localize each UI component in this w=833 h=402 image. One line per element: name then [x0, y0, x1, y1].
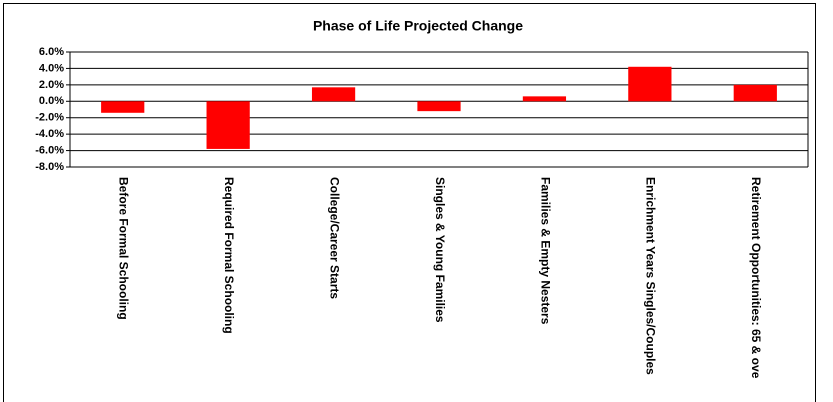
y-tick-label: 6.0%: [39, 46, 64, 58]
y-tick-label: -6.0%: [35, 144, 64, 156]
x-tick-label: Required Formal Schooling: [222, 177, 236, 334]
chart-title: Phase of Life Projected Change: [313, 18, 523, 34]
x-tick-label: Before Formal Schooling: [117, 177, 131, 320]
chart-frame: [3, 3, 816, 402]
bar: [206, 101, 250, 149]
x-tick-label: Singles & Young Families: [433, 177, 447, 323]
bar: [522, 96, 567, 102]
bar: [628, 66, 672, 102]
x-tick-label: Retirement Opportunities: 65 & ove: [749, 177, 763, 379]
y-tick-label: -8.0%: [35, 161, 64, 173]
y-tick-label: 0.0%: [39, 95, 64, 107]
x-tick-label: College/Career Starts: [327, 177, 341, 299]
bar: [311, 87, 356, 102]
x-tick-label: Families & Empty Nesters: [538, 177, 552, 325]
bar: [101, 101, 145, 113]
y-tick-label: -2.0%: [35, 112, 64, 124]
bar: [417, 101, 461, 112]
x-tick-label: Enrichment Years Singles/Couples: [644, 177, 658, 375]
y-tick-label: 2.0%: [39, 79, 64, 91]
y-tick-label: 4.0%: [39, 62, 64, 74]
bar: [733, 84, 777, 102]
y-tick-label: -4.0%: [35, 128, 64, 140]
